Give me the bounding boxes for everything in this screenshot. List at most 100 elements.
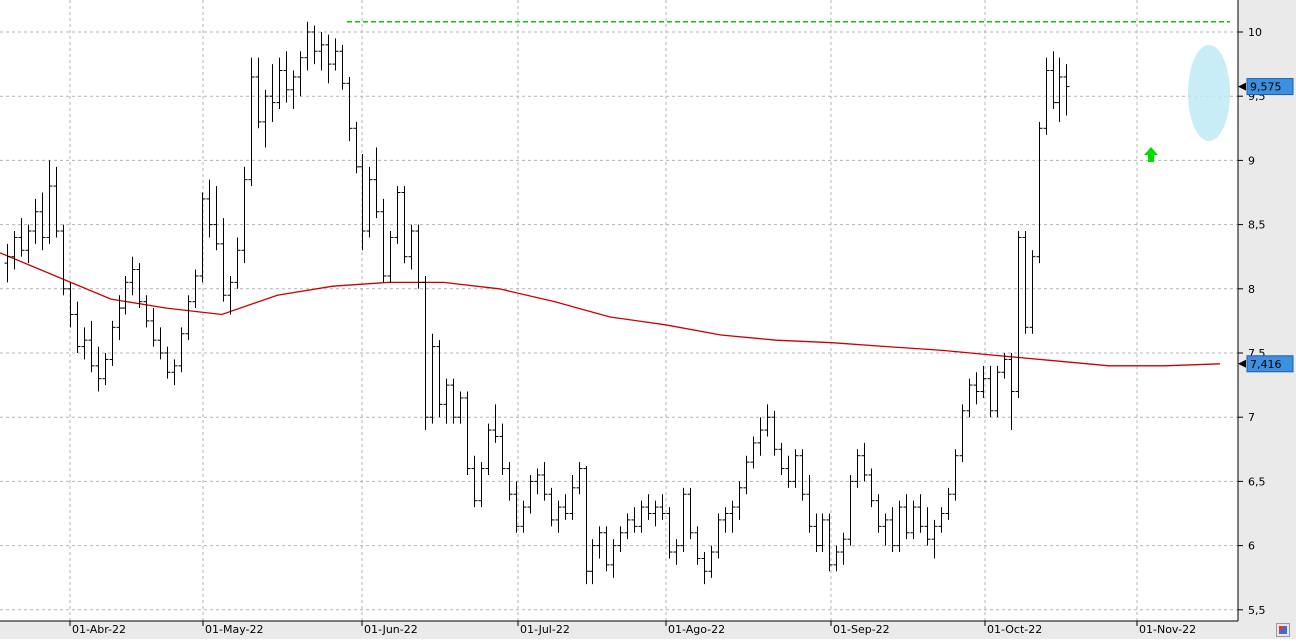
x-tick-label: 01-Jul-22 bbox=[520, 623, 570, 636]
ohlc-bar bbox=[743, 455, 750, 495]
last-price-tag-box bbox=[1246, 78, 1294, 96]
ohlc-bar bbox=[638, 500, 645, 533]
ohlc-bar bbox=[1056, 57, 1063, 122]
ohlc-bar bbox=[673, 539, 680, 565]
ohlc-bar bbox=[764, 404, 771, 437]
y-tick-label: 5,5 bbox=[1248, 604, 1266, 617]
y-tick-label: 8 bbox=[1248, 283, 1255, 296]
ohlc-bar bbox=[596, 526, 603, 559]
ohlc-bar bbox=[60, 224, 67, 296]
y-tick-label: 10 bbox=[1248, 26, 1262, 39]
ohlc-bar bbox=[311, 25, 318, 65]
ohlc-bar bbox=[46, 160, 53, 244]
chart-settings-icon[interactable] bbox=[1276, 623, 1290, 637]
ohlc-bar bbox=[631, 507, 638, 533]
ohlc-bar bbox=[81, 327, 88, 360]
ohlc-bar bbox=[213, 186, 220, 251]
y-tick-label: 6 bbox=[1248, 540, 1255, 553]
ohlc-bar bbox=[276, 57, 283, 110]
y-tick-label: 9 bbox=[1248, 154, 1255, 167]
last-price-tag-text: 9,575 bbox=[1250, 81, 1282, 94]
x-tick-label: 01-Ago-22 bbox=[668, 623, 725, 636]
ohlc-bar bbox=[952, 449, 959, 501]
ohlc-bar bbox=[813, 513, 820, 553]
ohlc-bar bbox=[840, 532, 847, 565]
ohlc-bar bbox=[694, 526, 701, 565]
ohlc-bar bbox=[436, 340, 443, 418]
ohlc-bar bbox=[1043, 57, 1050, 135]
ohlc-bar bbox=[366, 166, 373, 238]
green-up-arrow-icon bbox=[1144, 147, 1158, 162]
ohlc-bar bbox=[576, 462, 583, 495]
highlight-ellipse bbox=[1188, 45, 1230, 141]
x-tick-label: 01-May-22 bbox=[205, 623, 263, 636]
ohlc-bar bbox=[297, 51, 304, 97]
ohlc-bar bbox=[234, 237, 241, 289]
ohlc-bar bbox=[555, 500, 562, 533]
ohlc-bar bbox=[88, 320, 95, 373]
ohlc-bar bbox=[269, 64, 276, 122]
moving-average-layer bbox=[0, 252, 1221, 367]
ohlc-bar bbox=[889, 507, 896, 553]
price-tags: 9,575 7,416 bbox=[1238, 78, 1294, 373]
ohlc-bar bbox=[687, 487, 694, 540]
x-tick-label: 01-Sep-22 bbox=[833, 623, 890, 636]
ohlc-bar bbox=[499, 423, 506, 475]
ohlc-bar bbox=[1008, 353, 1015, 431]
ohlc-bar bbox=[1063, 64, 1070, 116]
ohlc-bar bbox=[178, 327, 185, 373]
ohlc-bar bbox=[143, 295, 150, 328]
ohlc-bar bbox=[332, 38, 339, 71]
ohlc-bar bbox=[220, 218, 227, 302]
ohlc-bar bbox=[569, 474, 576, 520]
ohlc-bar bbox=[659, 494, 666, 520]
ohlc-bar bbox=[11, 231, 18, 270]
ohlc-bar bbox=[401, 186, 408, 264]
ohlc-bar bbox=[464, 391, 471, 475]
ohlc-bar bbox=[262, 89, 269, 148]
ohlc-bar bbox=[394, 186, 401, 244]
ohlc-bars bbox=[4, 21, 1230, 585]
ohlc-bar bbox=[645, 494, 652, 520]
ohlc-bar bbox=[25, 224, 32, 264]
ohlc-bar bbox=[290, 70, 297, 110]
ohlc-bar bbox=[32, 198, 39, 244]
ohlc-bar bbox=[95, 346, 102, 392]
ohlc-bar bbox=[722, 507, 729, 533]
ohlc-bar bbox=[980, 365, 987, 398]
ohlc-bar bbox=[903, 494, 910, 540]
ohlc-bar bbox=[199, 192, 206, 283]
ohlc-bar bbox=[39, 192, 46, 251]
ohlc-bar bbox=[122, 275, 129, 315]
ohlc-bar bbox=[227, 275, 234, 315]
moving-average-tag: 7,416 bbox=[1238, 355, 1294, 373]
y-tick-label: 6,5 bbox=[1248, 475, 1266, 488]
ohlc-bar bbox=[478, 462, 485, 508]
ohlc-bar bbox=[513, 481, 520, 533]
ohlc-bar bbox=[192, 269, 199, 309]
ohlc-bar bbox=[283, 51, 290, 103]
ohlc-bar bbox=[715, 513, 722, 559]
ohlc-bar bbox=[171, 359, 178, 386]
ohlc-bar bbox=[994, 365, 1001, 418]
ohlc-bar bbox=[18, 218, 25, 257]
ohlc-bar bbox=[443, 378, 450, 424]
ohlc-bar bbox=[652, 500, 659, 527]
ohlc-bar bbox=[847, 474, 854, 546]
ohlc-bar bbox=[102, 353, 109, 386]
y-tick-label: 7 bbox=[1248, 411, 1255, 424]
ohlc-bar bbox=[129, 256, 136, 296]
ohlc-bar bbox=[736, 481, 743, 520]
annotation-layer bbox=[347, 20, 1230, 162]
ohlc-bar bbox=[457, 391, 464, 424]
ohlc-bar bbox=[422, 275, 429, 431]
ohlc-bar bbox=[819, 513, 826, 553]
ohlc-bar bbox=[255, 57, 262, 129]
ohlc-bar bbox=[359, 153, 366, 251]
ohlc-bar bbox=[109, 320, 116, 366]
ohlc-bar bbox=[1001, 353, 1008, 379]
ohlc-bar bbox=[1015, 231, 1022, 398]
ohlc-bar bbox=[241, 166, 248, 264]
